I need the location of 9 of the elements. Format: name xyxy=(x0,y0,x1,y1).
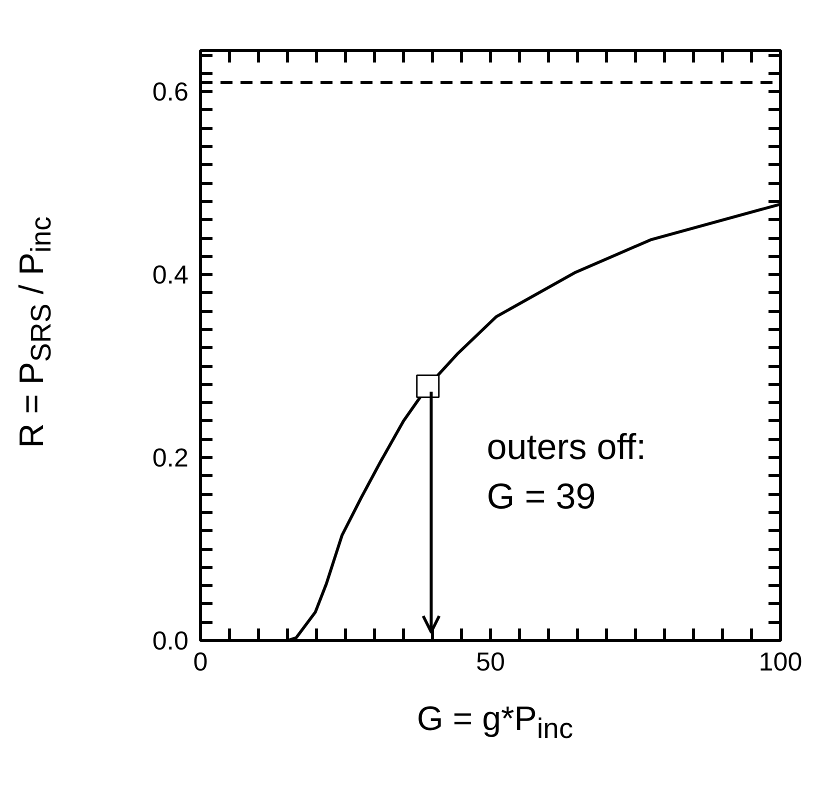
annotation: outers off: G = 39 xyxy=(486,426,646,516)
y-tick-label: 0.0 xyxy=(152,626,189,656)
y-tick-label: 0.4 xyxy=(152,260,189,290)
y-tick-label: 0.2 xyxy=(152,442,189,473)
x-tick-label: 50 xyxy=(476,646,505,676)
y-tick-label: 0.6 xyxy=(152,76,189,107)
x-tick-label: 100 xyxy=(758,646,802,676)
x-axis-title: G = g*P$_{inc}$ xyxy=(416,699,574,747)
x-tick-label: 0 xyxy=(193,646,208,676)
